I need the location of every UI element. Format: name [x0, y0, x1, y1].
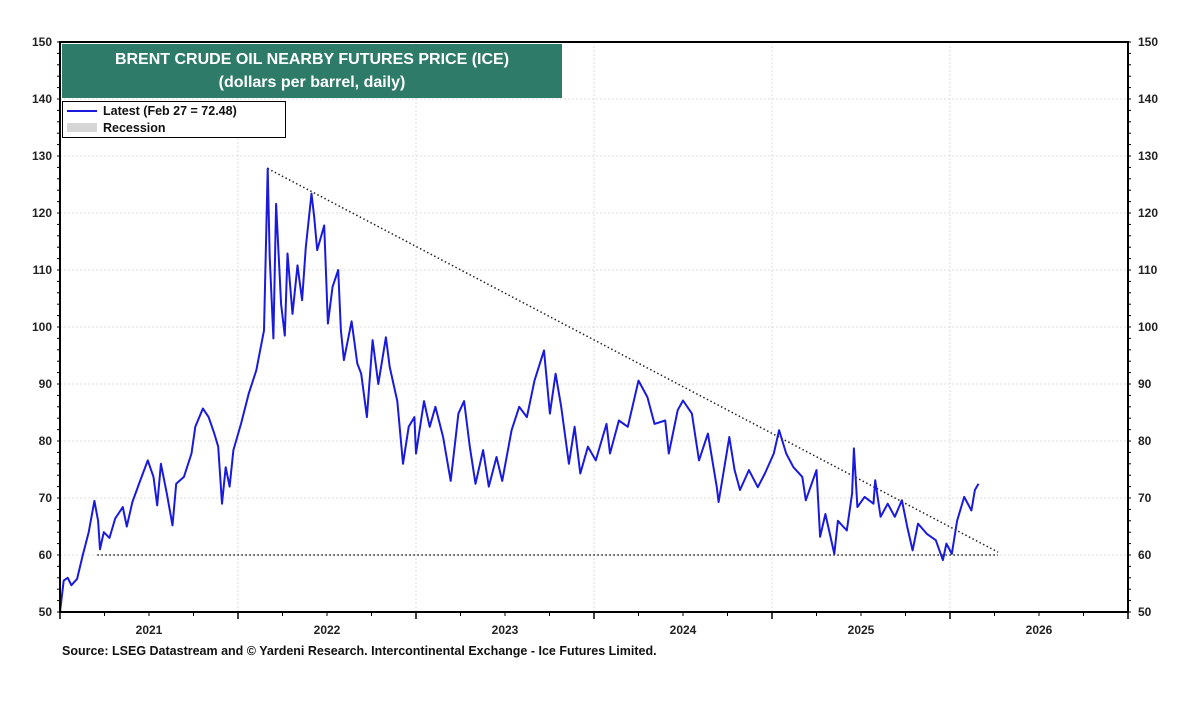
- y-tick-label-right: 50: [1138, 605, 1152, 619]
- y-tick-label-left: 100: [32, 320, 52, 334]
- legend-item-latest: Latest (Feb 27 = 72.48): [63, 102, 285, 119]
- y-tick-label-right: 60: [1138, 548, 1152, 562]
- chart-subtitle: (dollars per barrel, daily): [218, 74, 406, 91]
- y-tick-label-left: 50: [39, 605, 53, 619]
- x-tick-label: 2021: [136, 623, 163, 637]
- legend-label-latest: Latest (Feb 27 = 72.48): [103, 103, 237, 118]
- y-tick-label-left: 140: [32, 92, 52, 106]
- y-tick-label-right: 140: [1138, 92, 1158, 106]
- y-tick-label-right: 70: [1138, 491, 1152, 505]
- plot-frame: [59, 41, 1129, 613]
- y-tick-label-left: 80: [39, 434, 53, 448]
- x-tick-label: 2022: [314, 623, 341, 637]
- legend-recession-swatch: [67, 123, 97, 132]
- x-tick-label: 2023: [492, 623, 519, 637]
- y-tick-label-left: 60: [39, 548, 53, 562]
- chart-title: BRENT CRUDE OIL NEARBY FUTURES PRICE (IC…: [114, 51, 510, 68]
- source-note: Source: LSEG Datastream and © Yardeni Re…: [62, 644, 657, 658]
- y-tick-label-left: 150: [32, 35, 52, 49]
- price-line: [59, 167, 980, 613]
- y-tick-label-right: 80: [1138, 434, 1152, 448]
- price-series: [59, 167, 980, 613]
- legend-item-recession: Recession: [63, 119, 285, 136]
- y-tick-label-left: 90: [39, 377, 53, 391]
- legend: Latest (Feb 27 = 72.48) Recession: [62, 101, 286, 138]
- y-tick-label-right: 130: [1138, 149, 1158, 163]
- x-tick-label: 2026: [1026, 623, 1053, 637]
- y-tick-label-right: 100: [1138, 320, 1158, 334]
- trendlines: [97, 167, 999, 556]
- gridlines: [60, 42, 1128, 612]
- chart-title-box: BRENT CRUDE OIL NEARBY FUTURES PRICE (IC…: [62, 44, 562, 98]
- resistance-trendline: [267, 167, 999, 553]
- legend-line-swatch: [67, 109, 97, 112]
- x-tick-label: 2024: [670, 623, 697, 637]
- y-tick-label-right: 150: [1138, 35, 1158, 49]
- y-tick-label-left: 120: [32, 206, 52, 220]
- y-tick-label-right: 110: [1138, 263, 1158, 277]
- y-tick-label-left: 110: [33, 263, 53, 277]
- y-tick-label-right: 90: [1138, 377, 1152, 391]
- legend-label-recession: Recession: [103, 120, 166, 135]
- y-tick-label-left: 130: [32, 149, 52, 163]
- y-tick-label-left: 70: [39, 491, 53, 505]
- axes: 50 50 60 60 70 70 80 80 90 90 100 100 110 110 120 120 13…: [32, 35, 1158, 637]
- y-tick-label-right: 120: [1138, 206, 1158, 220]
- x-tick-label: 2025: [848, 623, 875, 637]
